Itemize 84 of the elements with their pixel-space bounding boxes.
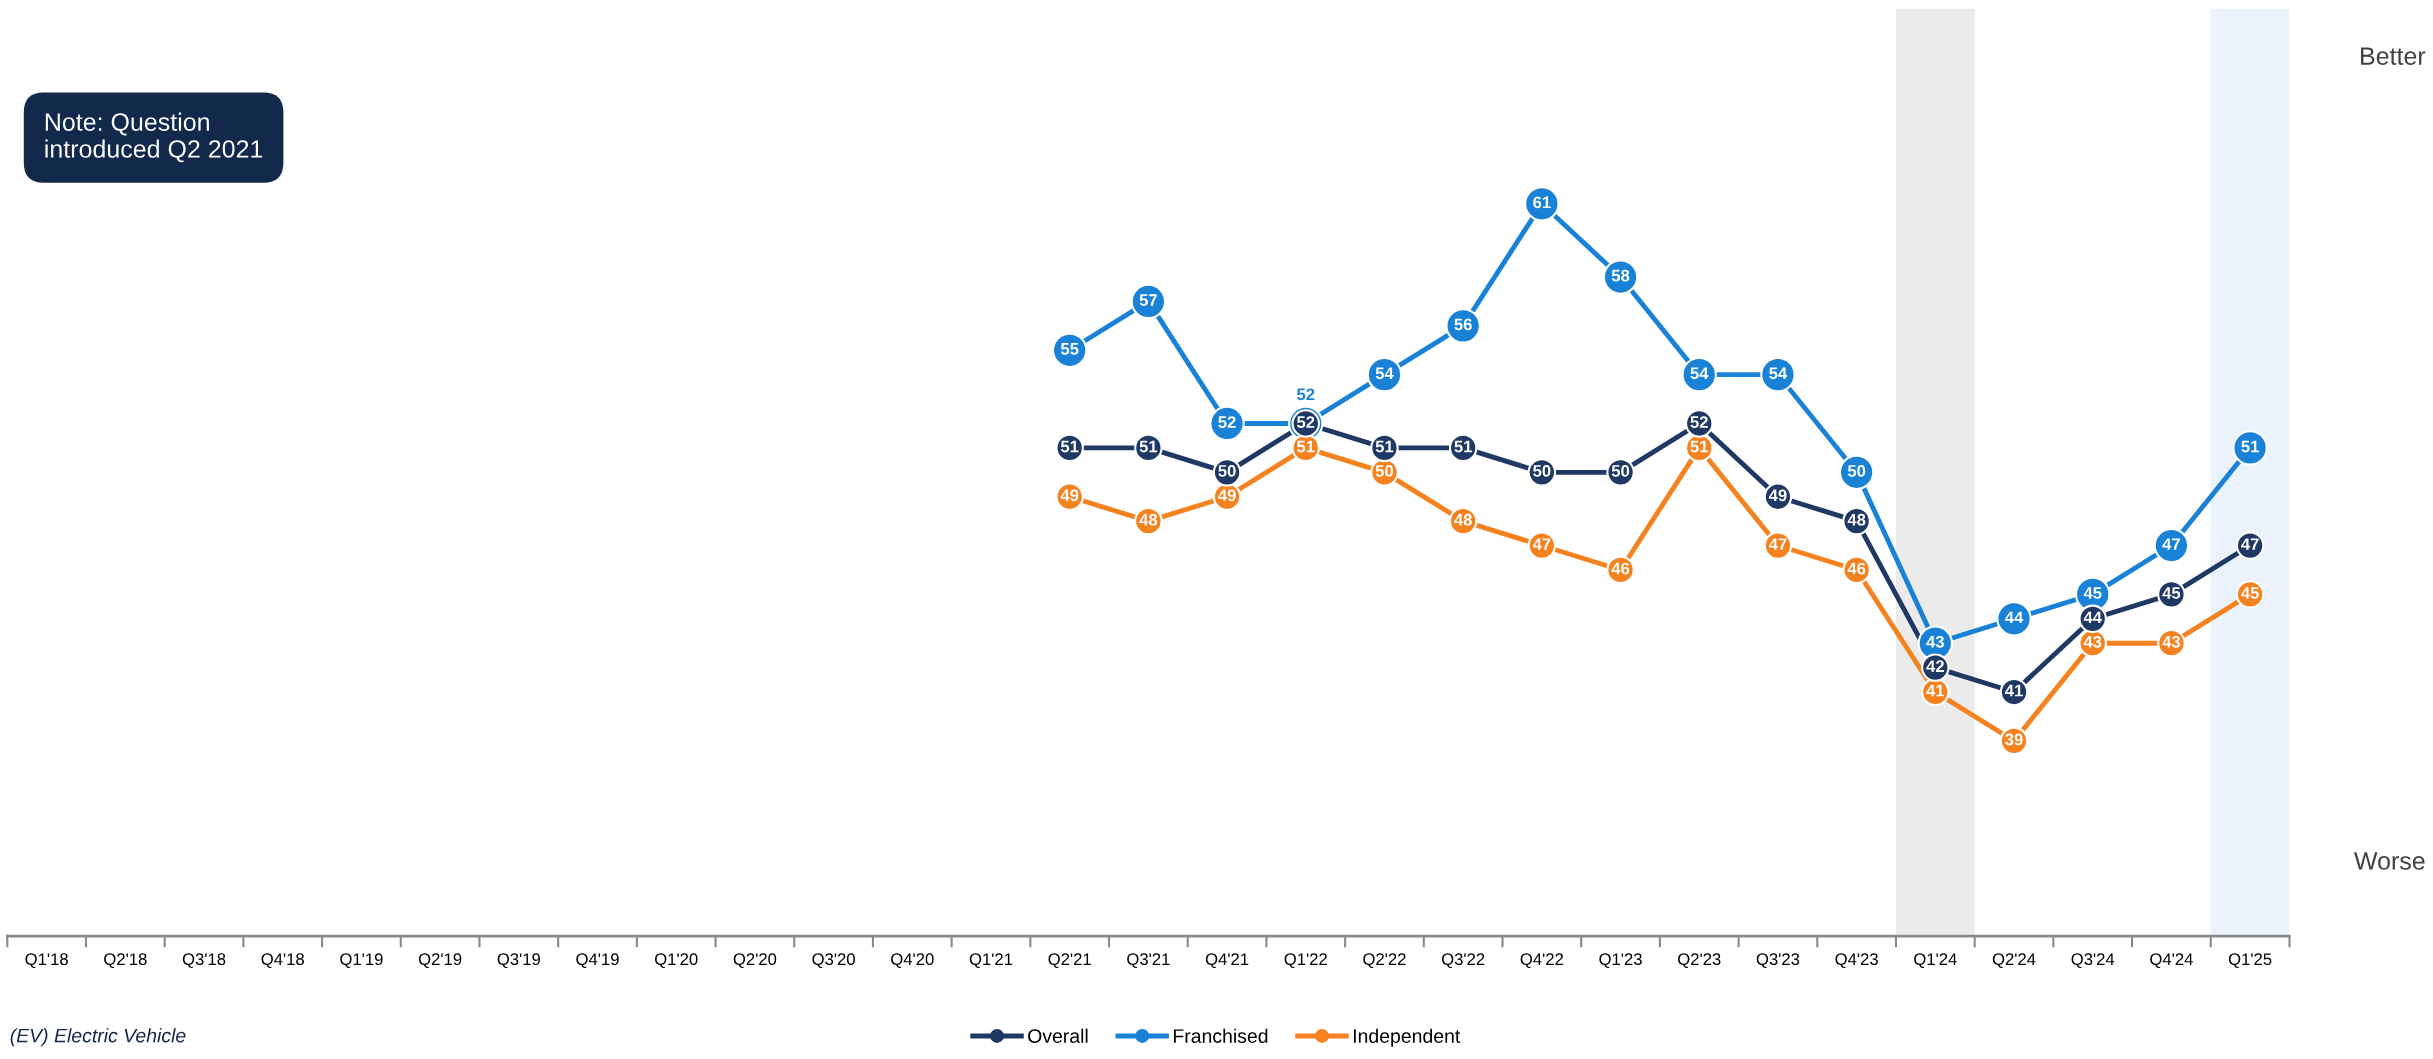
data-label: 51 <box>1690 440 1709 453</box>
data-label: 45 <box>2241 587 2259 599</box>
x-tick-label: Q3'18 <box>182 953 226 969</box>
data-label: 51 <box>1060 440 1079 453</box>
data-label: 51 <box>2241 440 2259 453</box>
x-tick-label: Q1'24 <box>1914 953 1957 969</box>
x-tick-label: Q2'19 <box>418 953 462 969</box>
data-label: 61 <box>1533 196 1551 209</box>
x-tick-label: Q3'24 <box>2071 953 2115 969</box>
text: Worse <box>2354 852 2425 870</box>
data-label: 54 <box>1690 367 1709 380</box>
data-label: 41 <box>1926 684 1945 697</box>
data-label: 43 <box>2083 635 2102 648</box>
x-tick-label: Q2'18 <box>104 953 147 969</box>
data-label: 46 <box>1611 562 1630 575</box>
data-label: 54 <box>1769 367 1788 380</box>
x-tick-label: Q3'20 <box>812 953 855 969</box>
x-tick-label: Q3'19 <box>497 953 540 969</box>
data-label: 47 <box>1768 538 1787 550</box>
data-label: 50 <box>1375 464 1394 477</box>
data-label: 49 <box>1768 489 1787 502</box>
data-label: 51 <box>1297 440 1315 453</box>
data-label: 45 <box>2162 587 2181 599</box>
data-label: 50 <box>1847 464 1866 477</box>
legend-label: Independent <box>1353 1028 1461 1047</box>
x-tick-label: Q2'24 <box>1992 953 2036 969</box>
data-label: 47 <box>2162 538 2180 550</box>
data-label: 50 <box>1533 464 1551 477</box>
data-label: 44 <box>2083 611 2102 624</box>
data-label: 44 <box>2005 611 2024 624</box>
data-label: 54 <box>1375 367 1394 380</box>
x-tick-label: Q2'22 <box>1363 953 1406 969</box>
data-label: 39 <box>2005 733 2023 746</box>
legend-label: Overall <box>1028 1028 1088 1043</box>
data-label: 48 <box>1139 513 1158 526</box>
data-label: 51 <box>1139 440 1158 453</box>
x-tick-label: Q1'23 <box>1599 953 1642 969</box>
data-label: 41 <box>2005 684 2023 697</box>
data-label: 52 <box>1297 416 1315 428</box>
data-label: 47 <box>1532 538 1551 550</box>
data-label: 52 <box>1218 416 1236 428</box>
data-label: 49 <box>1060 489 1079 502</box>
x-tick-label: Q2'21 <box>1048 953 1091 969</box>
x-tick-label: Q4'22 <box>1520 953 1563 969</box>
x-tick-label: Q3'22 <box>1441 953 1485 969</box>
data-label: 50 <box>1611 464 1630 477</box>
data-label: 42 <box>1926 660 1944 672</box>
x-tick-label: Q2'23 <box>1678 953 1721 969</box>
x-tick-label: Q1'19 <box>340 953 383 969</box>
x-tick-label: Q1'25 <box>2228 953 2272 969</box>
x-tick-label: Q4'21 <box>1205 953 1249 969</box>
x-tick-label: Q4'20 <box>891 953 934 969</box>
x-tick-label: Q3'21 <box>1127 953 1170 969</box>
data-label: 45 <box>2083 587 2102 599</box>
x-tick-label: Q1'22 <box>1284 953 1327 969</box>
x-tick-label: Q1'18 <box>25 953 68 969</box>
data-label: 43 <box>1926 635 1944 648</box>
x-tick-label: Q4'24 <box>2150 953 2193 969</box>
x-tick-label: Q4'23 <box>1835 953 1878 969</box>
data-label: 56 <box>1454 318 1472 331</box>
x-tick-label: Q2'20 <box>733 953 777 969</box>
data-label: 51 <box>1375 440 1394 453</box>
text: Better <box>2361 47 2426 65</box>
data-label: 48 <box>1847 513 1866 526</box>
x-tick-label: Q4'19 <box>576 953 619 969</box>
data-label: 55 <box>1060 343 1079 355</box>
data-label: 48 <box>1454 513 1472 526</box>
data-label: 46 <box>1847 562 1866 575</box>
x-tick-label: Q3'23 <box>1756 953 1800 969</box>
data-label: 52 <box>1297 388 1315 401</box>
data-label: 51 <box>1454 440 1472 453</box>
data-label: 52 <box>1690 416 1708 428</box>
text: Note: Question introduced Q2 2021 <box>45 112 263 163</box>
legend-label: Franchised <box>1173 1028 1268 1043</box>
x-tick-label: Q1'21 <box>969 953 1013 969</box>
data-label: 49 <box>1218 489 1236 502</box>
x-tick-label: Q1'20 <box>655 953 698 969</box>
data-label: 50 <box>1218 464 1236 477</box>
data-label: 47 <box>2241 538 2259 550</box>
data-label: 57 <box>1139 294 1157 306</box>
text: (EV) Electric Vehicle <box>10 1028 186 1047</box>
data-label: 43 <box>2162 635 2181 648</box>
data-label: 58 <box>1611 269 1630 282</box>
x-tick-label: Q4'18 <box>261 953 304 969</box>
